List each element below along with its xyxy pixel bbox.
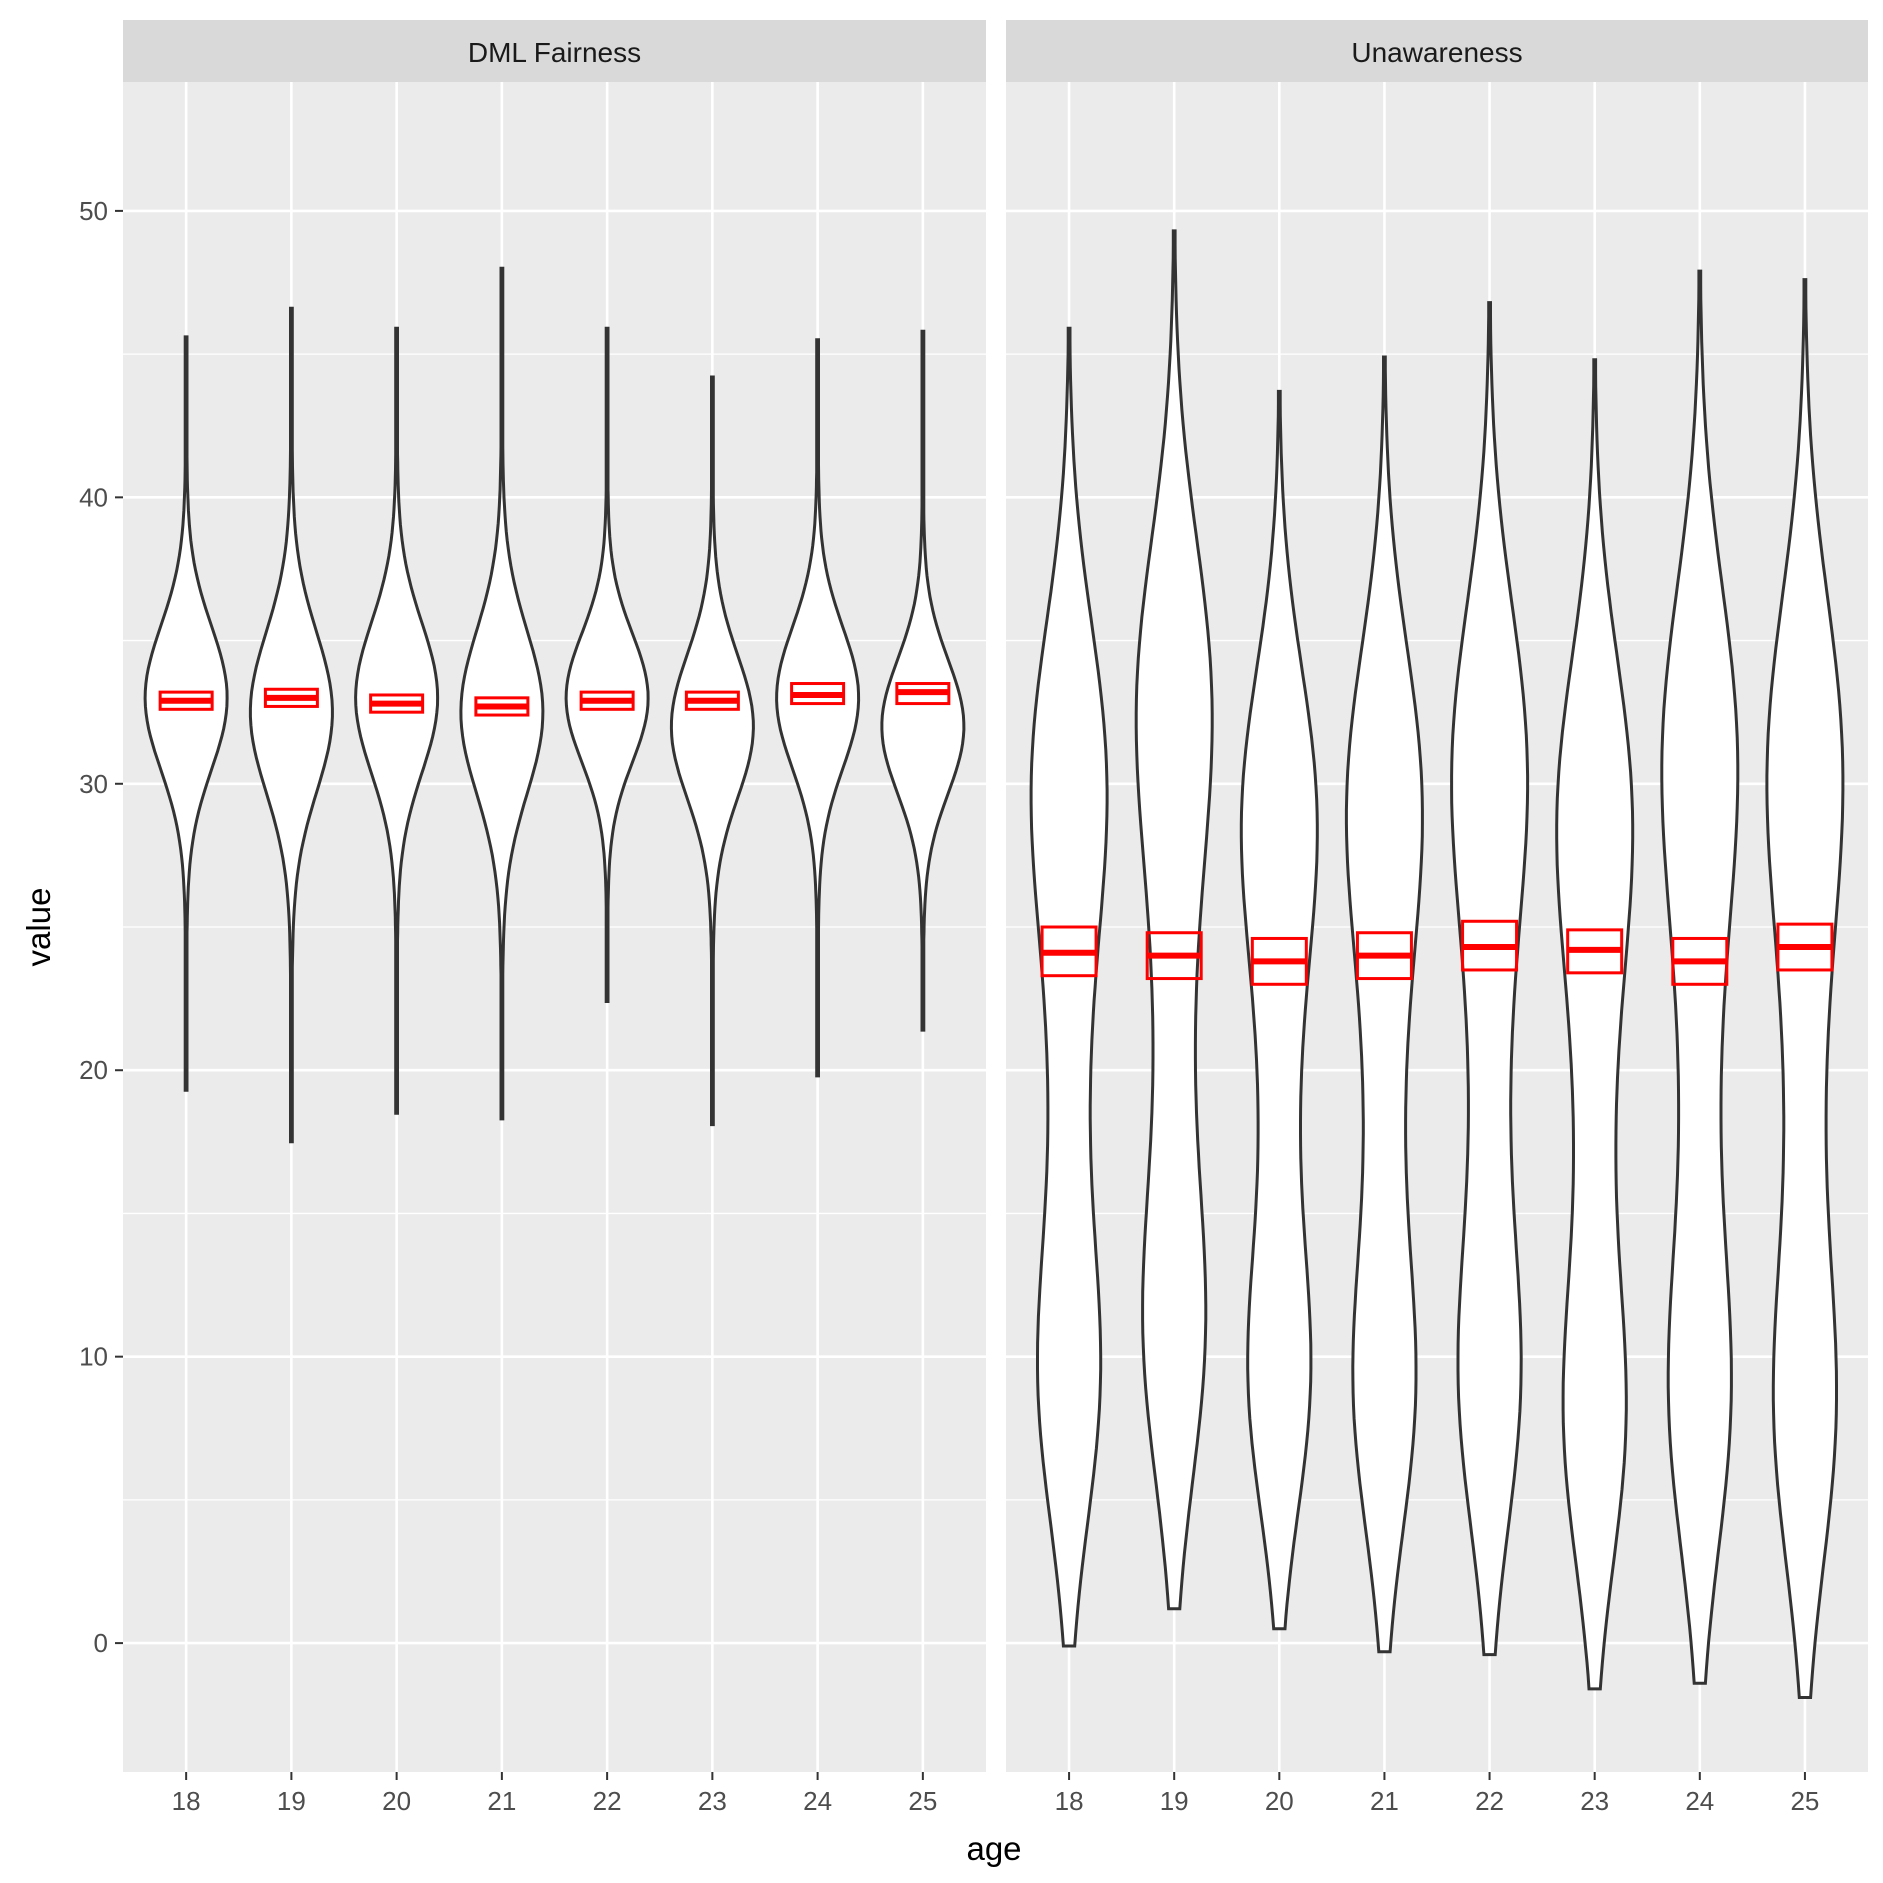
violin-age-22 <box>564 326 650 1003</box>
panel-unawareness: Unawareness <box>1006 20 1868 1772</box>
violin-age-24 <box>775 338 861 1078</box>
y-tick-label: 20 <box>79 1055 108 1085</box>
x-tick-label: 19 <box>1160 1786 1189 1816</box>
x-tick-label: 18 <box>172 1786 201 1816</box>
strip-dml-fairness <box>123 20 986 82</box>
x-tick-label: 20 <box>1265 1786 1294 1816</box>
panel-dml-fairness: DML Fairness <box>123 20 986 1772</box>
x-tick-label: 22 <box>593 1786 622 1816</box>
violins <box>1029 229 1845 1699</box>
violin-age-24 <box>1660 269 1740 1685</box>
violin-age-20 <box>354 326 440 1115</box>
x-tick-label: 19 <box>277 1786 306 1816</box>
y-tick-label: 10 <box>79 1342 108 1372</box>
violin-age-18 <box>1029 326 1109 1648</box>
violins <box>143 266 966 1144</box>
y-tick-label: 30 <box>79 769 108 799</box>
strip-label-unawareness: Unawareness <box>1351 37 1522 68</box>
violin-age-20 <box>1239 389 1319 1631</box>
y-tick-label: 40 <box>79 482 108 512</box>
x-tick-label: 23 <box>1580 1786 1609 1816</box>
violin-age-23 <box>669 375 755 1127</box>
violin-age-19 <box>248 306 334 1144</box>
strip-unawareness <box>1006 20 1868 82</box>
strip-label-dml-fairness: DML Fairness <box>468 37 641 68</box>
x-tick-label: 21 <box>1370 1786 1399 1816</box>
x-axes: 18 19 20 21 22 23 24 25 18 19 20 21 22 23 24 25 <box>172 1772 1819 1816</box>
x-tick-label: 20 <box>382 1786 411 1816</box>
x-tick-label: 25 <box>1790 1786 1819 1816</box>
x-tick-label: 24 <box>1685 1786 1714 1816</box>
y-tick-label: 50 <box>79 196 108 226</box>
x-axis-title: age <box>966 1830 1021 1867</box>
violin-age-19 <box>1134 229 1214 1611</box>
y-axis-title: value <box>20 888 57 967</box>
violin-age-22 <box>1450 301 1530 1657</box>
x-tick-label: 21 <box>487 1786 516 1816</box>
y-tick-label: 0 <box>94 1628 108 1658</box>
violin-age-21 <box>1344 355 1424 1654</box>
violin-age-23 <box>1555 358 1635 1691</box>
x-tick-label: 24 <box>803 1786 832 1816</box>
violin-age-21 <box>459 266 545 1121</box>
violin-age-25 <box>1765 278 1845 1699</box>
x-tick-label: 23 <box>698 1786 727 1816</box>
x-tick-label: 22 <box>1475 1786 1504 1816</box>
violin-age-18 <box>143 335 229 1092</box>
x-tick-label: 25 <box>908 1786 937 1816</box>
x-tick-label: 18 <box>1055 1786 1084 1816</box>
violin-age-25 <box>880 329 966 1032</box>
y-axis: 0 10 20 30 40 50 <box>79 196 123 1658</box>
